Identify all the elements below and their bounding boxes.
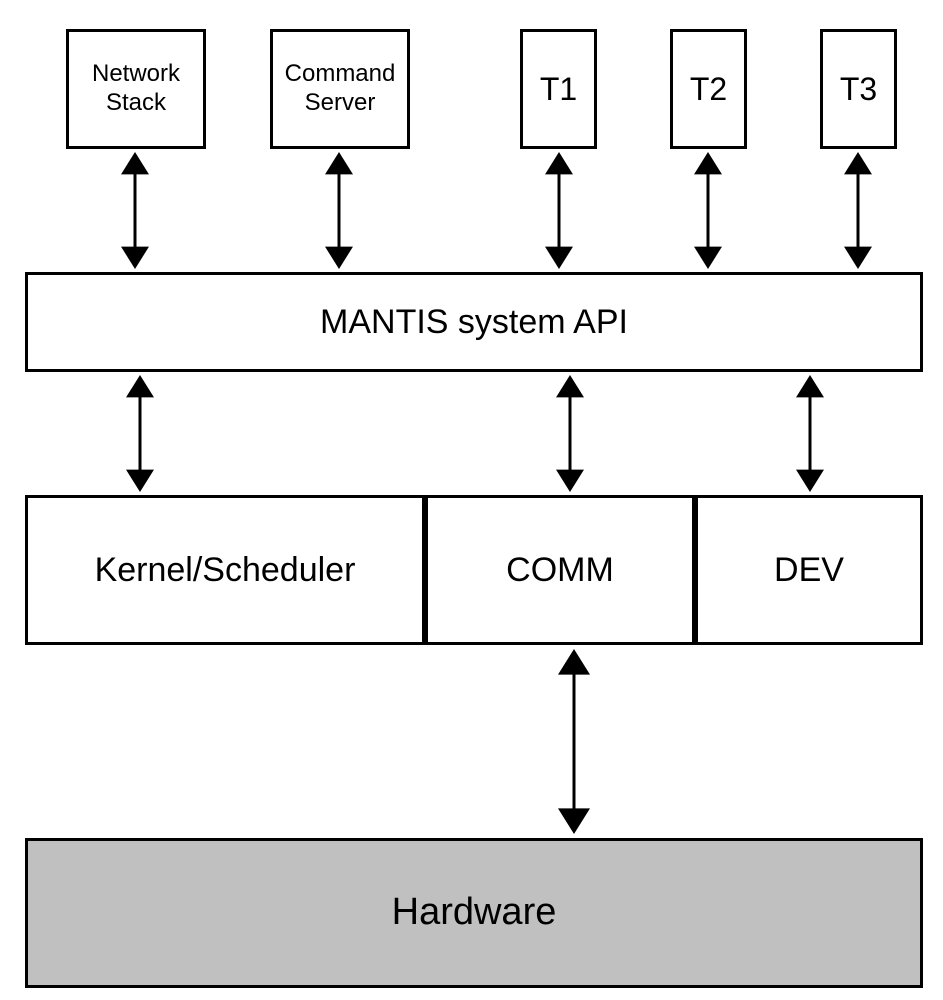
node-t3: T3 bbox=[820, 29, 897, 149]
node-label-command_server: Command Server bbox=[285, 60, 396, 118]
arrow-3 bbox=[692, 152, 724, 269]
node-kernel: Kernel/Scheduler bbox=[25, 495, 425, 645]
node-command_server: Command Server bbox=[270, 29, 410, 149]
arrow-6 bbox=[554, 375, 586, 492]
node-label-comm: COMM bbox=[506, 550, 614, 591]
node-label-t1: T1 bbox=[540, 70, 577, 108]
node-label-dev: DEV bbox=[774, 550, 844, 591]
arrow-4 bbox=[842, 152, 874, 269]
node-label-network_stack: Network Stack bbox=[92, 60, 180, 118]
node-network_stack: Network Stack bbox=[66, 29, 206, 149]
node-label-kernel: Kernel/Scheduler bbox=[95, 550, 356, 591]
node-label-t3: T3 bbox=[840, 70, 877, 108]
arrow-2 bbox=[543, 152, 575, 269]
node-comm: COMM bbox=[425, 495, 695, 645]
node-label-api: MANTIS system API bbox=[320, 302, 628, 343]
node-t1: T1 bbox=[520, 29, 597, 149]
node-hardware: Hardware bbox=[25, 838, 923, 988]
diagram-canvas: Network Stack Command Server T1 T2 T3 MANTIS … bbox=[0, 0, 943, 1000]
node-label-t2: T2 bbox=[690, 70, 727, 108]
node-api: MANTIS system API bbox=[25, 272, 923, 372]
node-label-hardware: Hardware bbox=[392, 890, 557, 936]
arrow-7 bbox=[794, 375, 826, 492]
node-t2: T2 bbox=[670, 29, 747, 149]
arrow-8 bbox=[556, 649, 592, 834]
node-dev: DEV bbox=[695, 495, 923, 645]
arrow-5 bbox=[124, 375, 156, 492]
arrow-1 bbox=[323, 152, 355, 269]
arrow-0 bbox=[119, 152, 151, 269]
